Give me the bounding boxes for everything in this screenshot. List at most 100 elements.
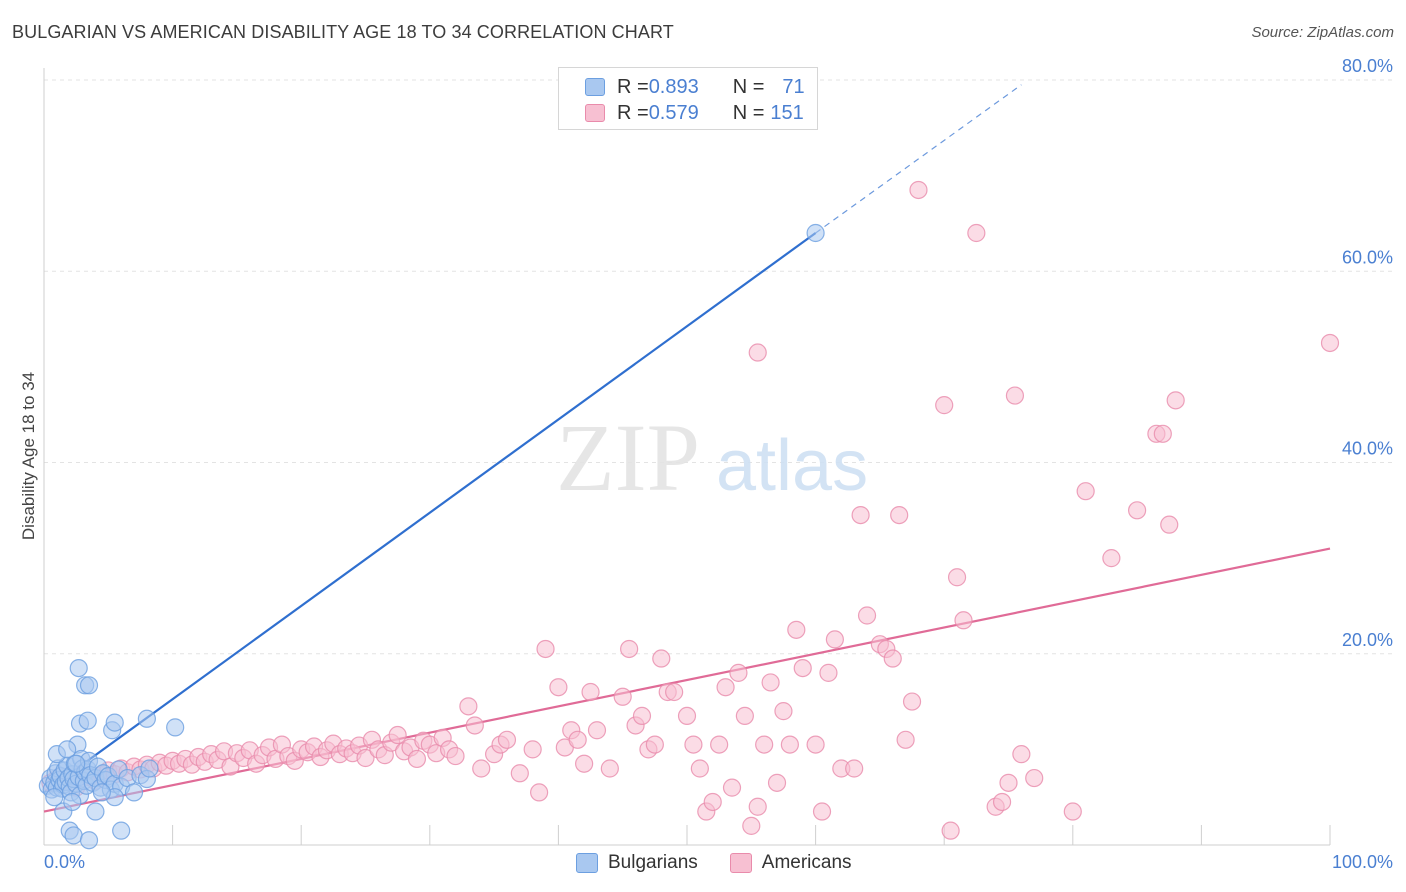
source-label: Source: ZipAtlas.com — [1251, 24, 1394, 41]
point-americans — [851, 505, 870, 525]
point-americans — [536, 639, 555, 659]
legend-n-value: 151 — [770, 101, 804, 124]
point-americans — [793, 658, 812, 678]
point-bulgarians — [67, 754, 86, 773]
point-americans — [819, 663, 838, 682]
point-americans — [947, 568, 967, 587]
point-americans — [1153, 424, 1172, 443]
point-americans — [845, 759, 864, 778]
point-americans — [703, 792, 722, 812]
point-americans — [748, 343, 767, 362]
point-americans — [954, 611, 973, 630]
legend-item-americans[interactable]: Americans — [729, 852, 852, 874]
point-bulgarians — [78, 711, 97, 730]
point-americans — [587, 721, 607, 740]
trend-extension-bulgarians — [815, 84, 1022, 234]
chart-title: BULGARIAN VS AMERICAN DISABILITY AGE 18 … — [12, 22, 674, 42]
point-americans — [459, 697, 478, 716]
point-americans — [755, 735, 774, 754]
point-americans — [677, 706, 697, 726]
point-americans — [748, 797, 767, 816]
trend-line-bulgarians — [43, 232, 817, 794]
point-americans — [909, 180, 928, 200]
legend-n-value: 71 — [782, 75, 805, 98]
point-americans — [600, 759, 619, 778]
point-americans — [902, 692, 922, 711]
point-americans — [613, 687, 632, 706]
legend-r-label: R = — [617, 101, 649, 124]
point-bulgarians — [140, 759, 159, 778]
point-americans — [665, 682, 684, 702]
point-americans — [999, 773, 1018, 792]
watermark: ZIP atlas — [556, 404, 868, 511]
point-americans — [1127, 501, 1147, 520]
legend-n-label: N = — [732, 101, 765, 124]
point-bulgarians — [124, 783, 144, 802]
legend-swatch-americans — [729, 853, 752, 873]
point-americans — [523, 740, 542, 759]
legend-item-bulgarians[interactable]: Bulgarians — [576, 852, 698, 874]
point-americans — [967, 223, 986, 243]
point-americans — [992, 792, 1012, 812]
axes — [43, 68, 1331, 846]
y-tick-label: 20.0% — [1342, 630, 1393, 650]
point-americans — [890, 505, 909, 525]
point-americans — [690, 759, 709, 778]
point-americans — [1102, 549, 1121, 568]
legend-r-label: R = — [617, 75, 649, 98]
point-americans — [935, 396, 954, 415]
point-americans — [735, 706, 754, 726]
point-bulgarians — [64, 826, 83, 845]
point-bulgarians — [63, 792, 82, 812]
point-bulgarians — [79, 676, 99, 695]
point-americans — [645, 735, 664, 754]
point-americans — [1076, 482, 1095, 501]
point-americans — [883, 649, 902, 668]
point-americans — [729, 663, 748, 682]
point-americans — [1166, 391, 1185, 410]
point-americans — [941, 821, 960, 840]
point-americans — [549, 678, 568, 697]
legend-swatch-americans — [585, 104, 605, 122]
point-americans — [446, 746, 465, 766]
legend-label-bulgarians: Bulgarians — [608, 852, 698, 873]
legend-row-americans: R = 0.579 N = 151 — [585, 101, 804, 125]
point-americans — [1063, 802, 1082, 821]
point-americans — [780, 735, 799, 754]
point-bulgarians — [806, 223, 825, 243]
point-bulgarians — [58, 740, 77, 759]
point-americans — [787, 620, 806, 639]
watermark-atlas: atlas — [716, 426, 868, 506]
series-bulgarians — [38, 223, 825, 850]
point-americans — [497, 730, 517, 749]
legend-n-label: N = — [732, 75, 765, 98]
point-americans — [652, 649, 671, 668]
point-americans — [472, 759, 491, 778]
x-tick-label-min: 0.0% — [44, 852, 85, 872]
point-americans — [806, 735, 825, 754]
watermark-zip: ZIP — [556, 404, 700, 511]
stats-legend: R = 0.893 N = 71 R = 0.579 N = 151 — [558, 67, 818, 130]
point-americans — [857, 606, 877, 625]
point-americans — [465, 716, 484, 735]
point-americans — [407, 749, 427, 769]
point-americans — [1320, 333, 1340, 353]
point-americans — [767, 773, 787, 792]
point-bulgarians — [69, 658, 88, 678]
point-americans — [742, 816, 761, 835]
legend-r-value: 0.579 — [648, 101, 699, 124]
point-americans — [812, 802, 832, 821]
point-americans — [684, 735, 703, 754]
point-americans — [722, 778, 742, 797]
series-legend: Bulgarians Americans — [576, 852, 884, 874]
legend-swatch-bulgarians — [585, 78, 605, 96]
point-americans — [530, 783, 549, 802]
legend-r-value: 0.893 — [648, 75, 699, 98]
point-bulgarians — [79, 831, 99, 850]
y-tick-label: 80.0% — [1342, 56, 1393, 76]
point-americans — [388, 725, 407, 745]
y-tick-labels: 20.0% 40.0% 60.0% 80.0% — [1342, 56, 1393, 650]
point-americans — [710, 735, 729, 754]
x-tick-label-max: 100.0% — [1332, 852, 1393, 872]
